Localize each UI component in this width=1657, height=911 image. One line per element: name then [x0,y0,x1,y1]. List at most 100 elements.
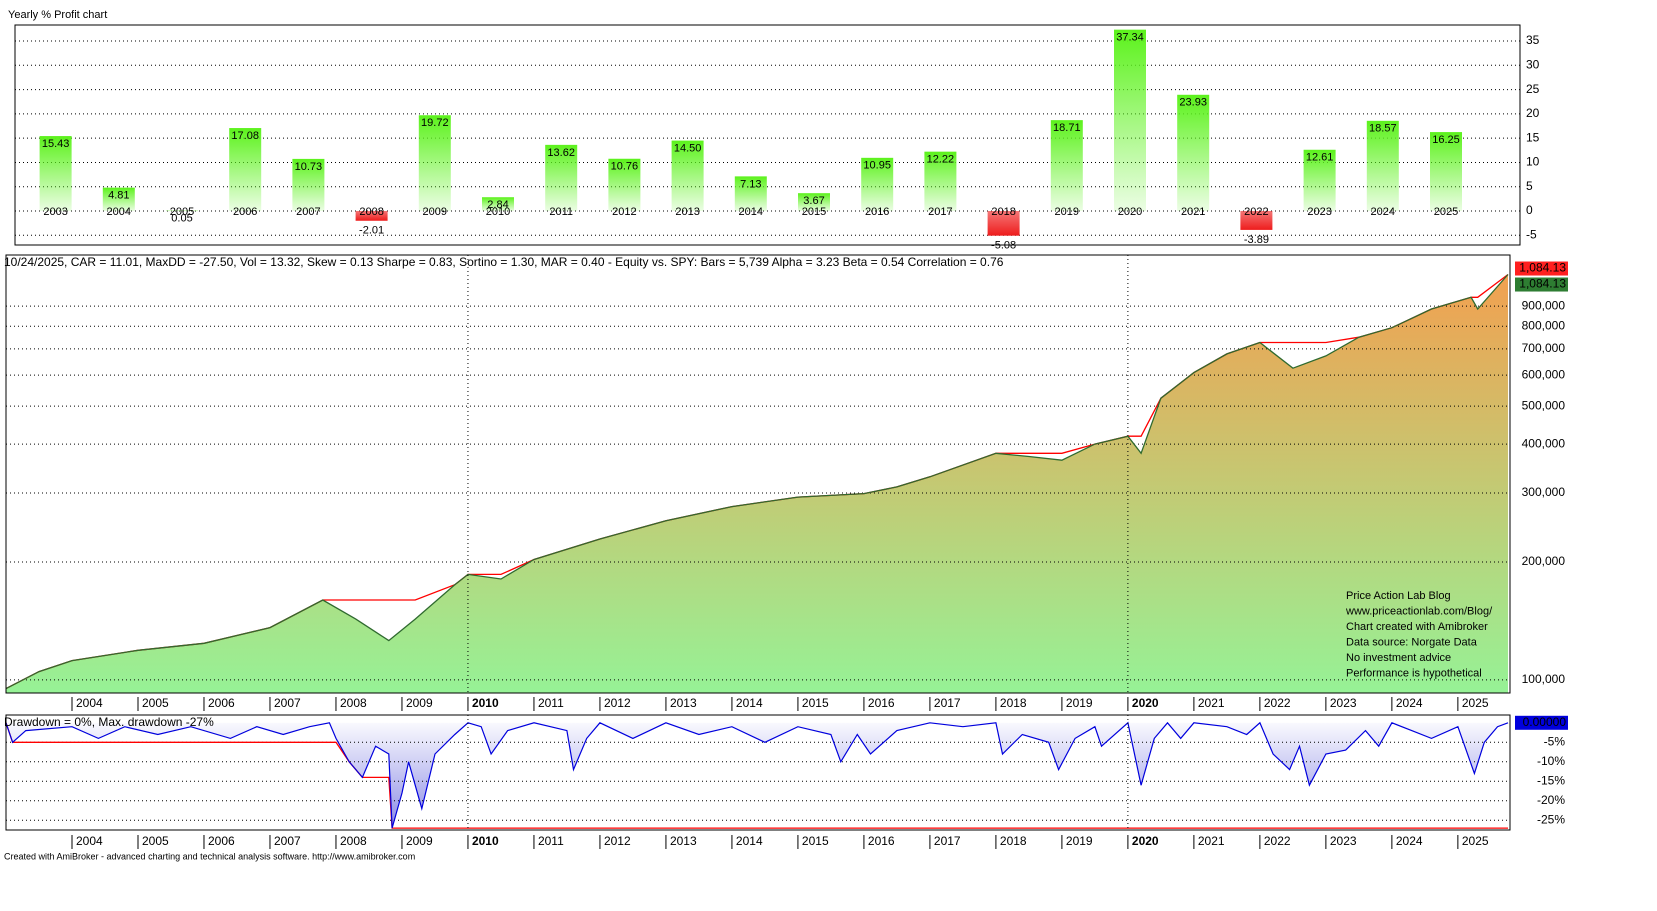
x-tick-label: 2004 [76,834,103,848]
value-label: -3.89 [1244,234,1269,246]
x-tick-label: 2018 [991,206,1015,218]
x-tick-label: 2021 [1198,834,1225,848]
y-tick-label: 10 [1526,155,1540,169]
x-tick-label: 2012 [612,206,636,218]
x-tick-label: 2022 [1244,206,1268,218]
annotation: No investment advice [1346,652,1451,664]
value-label: 17.08 [231,130,259,142]
y-tick-label: 30 [1526,57,1540,71]
x-tick-label: 2005 [170,206,194,218]
last-value-box [1515,261,1568,276]
x-tick-label: 2006 [208,696,235,710]
x-tick-label: 2023 [1330,696,1357,710]
x-tick-label: 2005 [142,696,169,710]
value-label: 10.76 [611,161,639,173]
y-tick-label: 500,000 [1522,398,1566,412]
x-tick-label: 2006 [208,834,235,848]
x-tick-label: 2019 [1055,206,1079,218]
x-tick-label: 2008 [340,696,367,710]
x-tick-label: 2019 [1066,696,1093,710]
x-tick-label: 2022 [1264,696,1291,710]
bar [229,128,262,212]
value-label: 15.43 [42,138,70,150]
value-label: 16.25 [1432,134,1460,146]
x-tick-label: 2024 [1371,206,1395,218]
x-tick-label: 2016 [868,834,895,848]
bar [166,210,198,212]
x-tick-label: 2013 [675,206,699,218]
x-tick-label: 2016 [868,696,895,710]
x-tick-label: 2004 [76,696,103,710]
x-tick-label: 2018 [1000,834,1027,848]
value-label: 12.22 [927,154,955,166]
x-tick-label: 2012 [604,834,631,848]
x-tick-label: 2025 [1462,696,1489,710]
value-label: 12.61 [1306,152,1334,164]
annotation: Data source: Norgate Data [1346,636,1478,648]
bar [292,158,325,212]
x-tick-label: 2020 [1118,206,1142,218]
x-tick-label: 2007 [274,696,301,710]
x-tick-label: 2007 [274,834,301,848]
y-tick-label: 200,000 [1522,554,1566,568]
y-tick-label: 900,000 [1522,298,1566,312]
bar [608,158,641,212]
y-tick-label: 0 [1526,203,1533,217]
y-tick-label: 25 [1526,82,1540,96]
x-tick-label: 2017 [928,206,952,218]
x-tick-label: 2006 [233,206,257,218]
x-tick-label: 2003 [43,206,67,218]
y-tick-label: 300,000 [1522,485,1566,499]
bar [1114,29,1146,212]
bar [924,151,957,212]
value-label: -2.01 [359,225,384,237]
bar [545,144,578,212]
x-tick-label: 2013 [670,834,697,848]
value-label: 10.73 [295,161,323,173]
x-tick-label: 2013 [670,696,697,710]
x-tick-label: 2009 [423,206,447,218]
value-label: 19.72 [421,117,449,129]
x-tick-label: 2014 [736,834,763,848]
equity-area [6,274,1509,693]
bar [1430,132,1462,212]
x-tick-label: 2021 [1181,206,1205,218]
bar [1050,120,1083,212]
x-tick-label: 2007 [296,206,320,218]
x-tick-label: 2015 [802,696,829,710]
equity-line [5,274,1509,690]
x-tick-label: 2022 [1264,834,1291,848]
y-tick-label: 700,000 [1522,341,1566,355]
plot-frame [5,254,1511,694]
value-label: 14.50 [674,142,702,154]
x-tick-label: 2017 [934,696,961,710]
bar [861,157,894,212]
bar [418,115,451,212]
x-tick-label: 2005 [142,834,169,848]
x-tick-label: 2011 [549,206,573,218]
bar [482,197,514,212]
last-value-label: 1,084.13 [1519,261,1566,275]
chart-title: Drawdown = 0%, Max. drawdown -27% [4,715,214,729]
x-tick-label: 2017 [934,834,961,848]
y-tick-label: 35 [1526,33,1540,47]
last-value-box [1515,715,1568,730]
x-tick-label: 2020 [1132,834,1159,848]
bar [102,187,135,212]
chart-title: 10/24/2025, CAR = 11.01, MaxDD = -27.50,… [4,255,1004,269]
y-tick-label: 20 [1526,106,1540,120]
bar [798,193,830,212]
max-drawdown-line [5,722,1508,829]
x-tick-label: 2012 [604,696,631,710]
bar [1303,149,1336,212]
last-value-label: 1,084.13 [1519,277,1566,291]
value-label: 18.71 [1053,122,1081,134]
y-tick-label: -15% [1537,773,1565,787]
y-tick-label: -25% [1537,812,1565,826]
y-tick-label: -5 [1526,227,1537,241]
x-tick-label: 2011 [538,696,564,710]
bar [39,136,72,212]
x-tick-label: 2004 [107,206,131,218]
bar [987,211,1020,236]
